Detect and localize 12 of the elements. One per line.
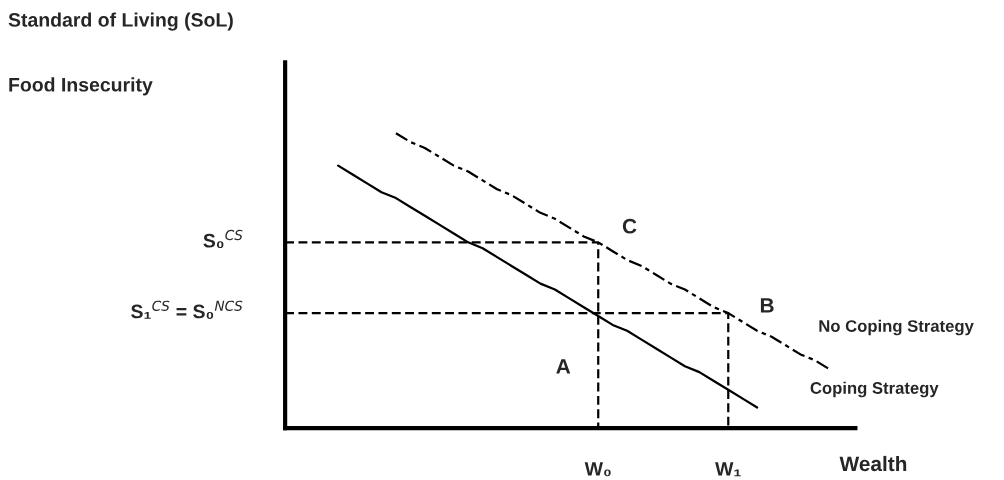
annotation: B: [760, 298, 774, 313]
ref-line-label: S₀$^{CS}$: [203, 229, 243, 249]
series-label: No Coping Strategy: [819, 319, 974, 336]
text: Coping Strategy: [810, 381, 939, 398]
text: Food Insecurity: [9, 77, 153, 96]
x-tick-label: W₁: [715, 462, 741, 477]
annotation: C: [622, 218, 637, 234]
x-tick-label: W₀: [584, 462, 611, 477]
x-axis-title: Wealth: [839, 455, 907, 472]
text: Standard of Living (SoL): [8, 12, 233, 31]
annotation: A: [556, 359, 571, 374]
ref-line-label: S₁$^{CS}$ = S₀$^{NCS}$: [131, 300, 243, 319]
